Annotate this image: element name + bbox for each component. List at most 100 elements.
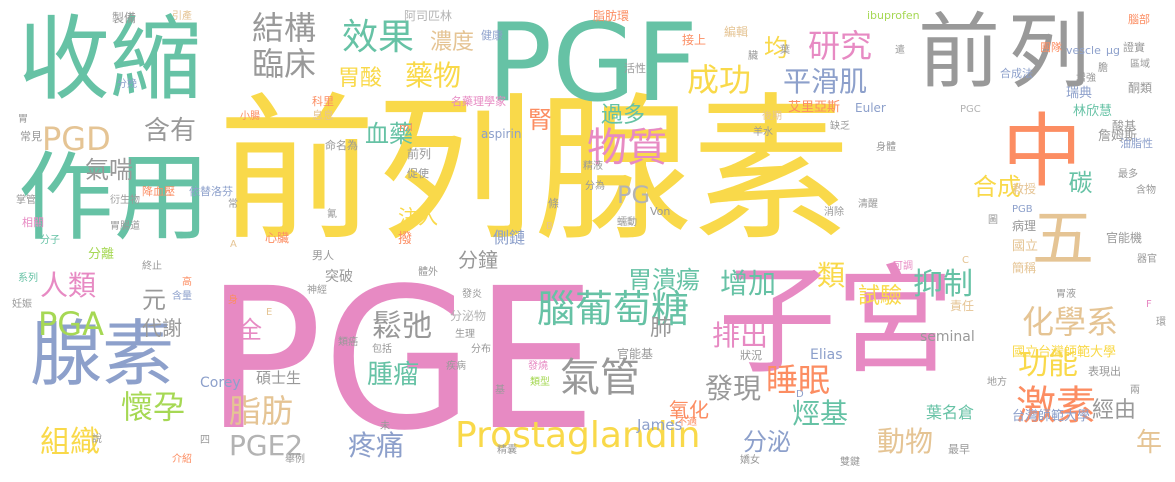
word-98: 官能機 [1106,231,1143,245]
word-25: 平滑肌 [783,65,868,98]
word-33: 鬆弛 [372,309,432,344]
word-50: 過多 [601,103,646,128]
word-5: 前 [918,5,1001,100]
word-53: 腎 [528,106,552,134]
word-174: 條 [548,197,559,210]
word-70: Corey [200,375,241,391]
word-76: 林欣慧 [1073,104,1113,119]
word-183: 遣 [895,45,905,56]
word-179: 四 [200,435,210,446]
word-145: 神經 [307,285,327,296]
word-83: 接上 [682,33,707,47]
word-99: 國立 [1012,239,1039,254]
word-112: 命名為 [325,139,358,152]
word-34: 腫瘤 [367,360,420,390]
word-181: 基 [495,385,505,396]
word-130: 舉例 [285,454,305,465]
word-146: 發炎 [462,289,482,300]
word-124: 系列 [18,273,38,284]
word-139: 嬌女 [740,455,760,466]
word-185: 葉 [780,45,790,56]
word-163: 最多 [1118,169,1138,180]
word-125: 妊娠 [12,299,32,310]
word-88: 團隊 [1040,41,1062,54]
word-102: 官能基 [617,347,654,361]
word-150: 精液 [583,161,603,172]
word-175: 撥 [398,231,412,247]
word-15: PGD [42,120,111,158]
word-84: 編輯 [724,25,749,39]
word-32: 人類 [40,269,97,302]
word-92: 合成法 [1000,67,1033,80]
word-138: 不適 [677,417,697,428]
word-113: 前列 [407,147,432,161]
word-62: 類 [817,259,846,292]
word-176: 側鏈 [493,228,526,247]
word-49: 濃度 [430,30,475,55]
word-31: PGE2 [229,429,304,462]
word-147: 體外 [418,267,438,278]
word-166: 胃 [18,114,28,125]
word-169: ml [399,121,413,134]
word-136: 狀況 [740,349,762,362]
word-65: 代謝 [142,316,182,340]
word-158: 後期 [762,111,782,122]
word-72: James [637,416,683,434]
word-21: 藥物 [405,59,462,92]
word-148: 生理 [455,329,475,340]
word-116: 分娩 [117,79,137,90]
word-71: 碩士生 [256,369,302,387]
word-141: 類型 [530,377,550,388]
word-168: μg [1106,44,1120,57]
word-8: 子宮 [718,252,955,390]
word-167: 身 [228,295,238,306]
word-144: 類癌 [338,337,358,348]
word-77: 瑞典 [1066,86,1093,101]
word-177: 分離 [88,247,115,262]
word-9: 中 [1002,105,1082,198]
word-121: 胃腸道 [110,221,140,232]
word-117: 小腸 [240,111,260,122]
word-74: seminal [920,329,975,345]
word-91: 酮類 [1128,81,1153,95]
word-119: 掌管 [16,195,36,206]
word-184: 膽 [1098,63,1108,74]
word-120: 衍生物 [110,195,140,206]
word-3: PGF [487,1,698,126]
word-37: 睡眠 [766,361,831,399]
word-162: 區域 [1130,59,1150,70]
word-main-1: 前列腺素 [218,79,850,263]
word-187: 環 [1156,317,1166,328]
word-44: 動物 [877,425,934,458]
word-134: 表現出 [1088,365,1121,378]
word-109: 名藥理學家 [451,95,506,108]
word-20: 胃酸 [338,66,383,91]
word-114: 促使 [407,167,429,180]
word-73: Elias [810,347,843,363]
word-190: A [230,239,237,250]
word-19: 臨床 [252,45,317,83]
word-194: E [266,307,273,318]
word-4: 收縮 [18,6,203,113]
word-54: 均 [764,34,788,62]
word-59: 經由 [1092,398,1137,423]
word-142: 疾病 [446,361,466,372]
word-122: 相關 [22,216,44,229]
word-22: 研究 [808,27,873,65]
word-75: 艾里亞斯 [788,100,841,115]
word-60: 注入 [398,205,438,229]
word-111: 息息 [312,109,334,122]
word-6: 列 [1008,5,1091,100]
word-128: 說 [92,434,102,445]
word-38: 抑制 [913,267,973,302]
word-133: 地方 [987,377,1007,388]
word-43: 烴基 [792,397,849,430]
word-100: 簡稱 [1012,261,1037,275]
word-7: 作用 [18,142,210,254]
word-82: 脂肪環 [593,9,630,23]
word-96: 教授 [1012,182,1037,196]
word-58: 年 [1136,428,1163,458]
word-172: PGC [960,104,981,115]
word-79: aspirin [481,127,522,141]
